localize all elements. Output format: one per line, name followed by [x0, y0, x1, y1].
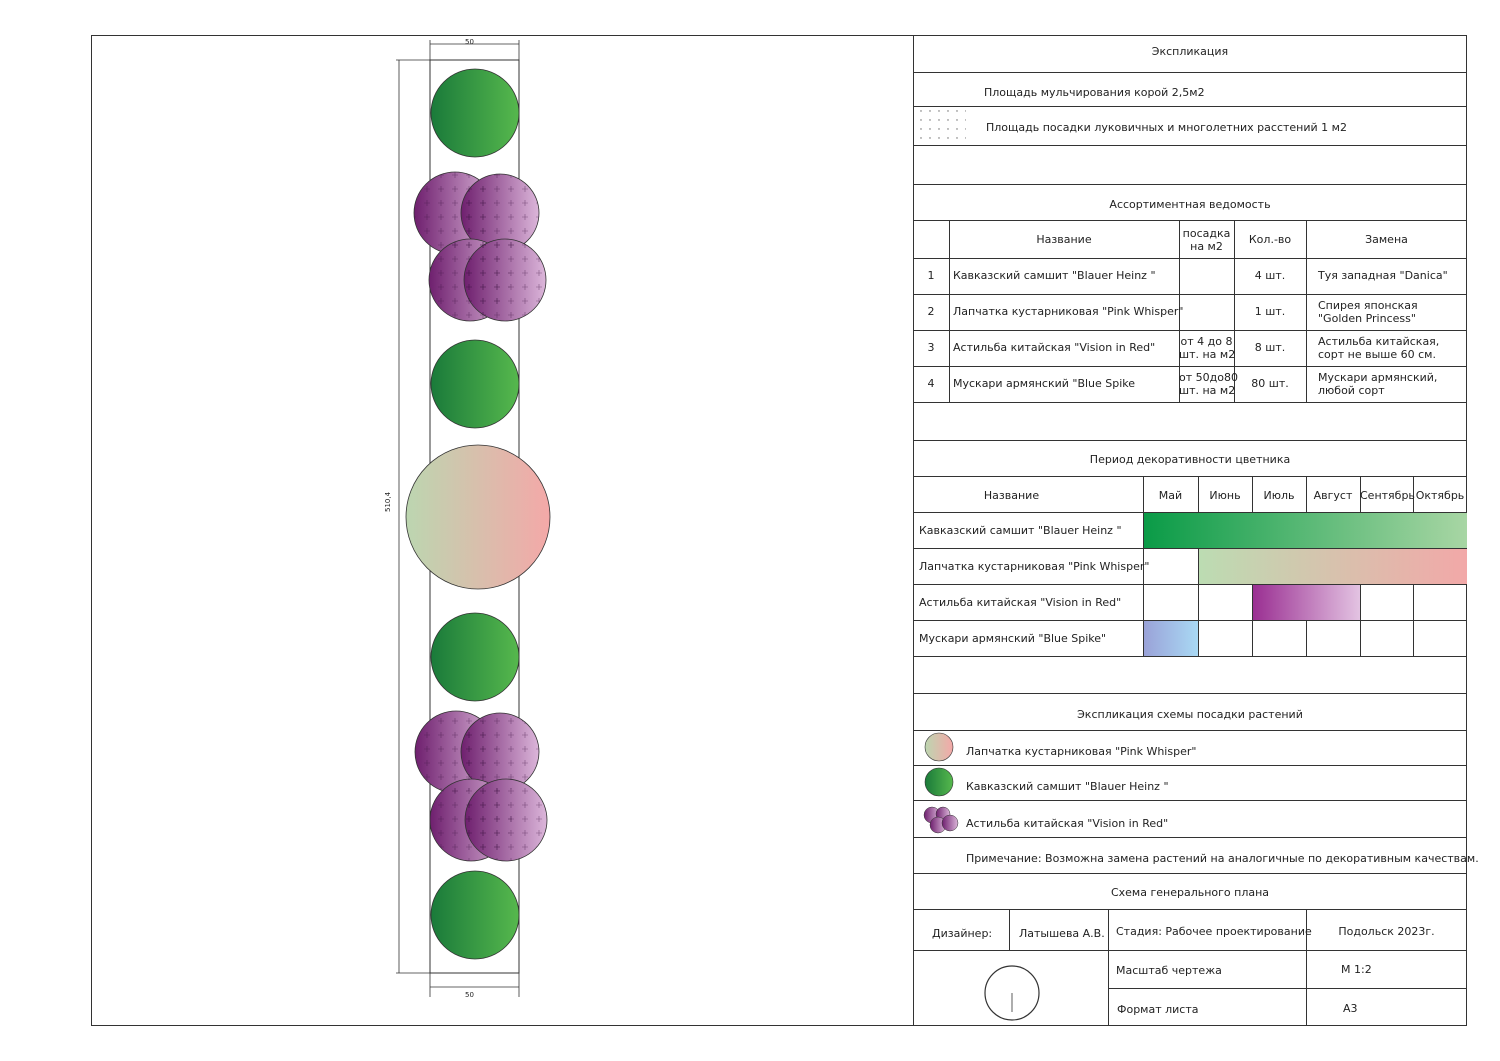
- legend-label-astilbe: Астильба китайская "Vision in Red": [966, 817, 1169, 830]
- assortment-cell-planting: от 4 до 8 шт. на м2: [1179, 335, 1236, 361]
- assortment-cell-qty: 4 шт.: [1254, 269, 1286, 282]
- assortment-cell-replacement: Спирея японская "Golden Princess": [1318, 299, 1418, 325]
- legend-label-potentilla: Лапчатка кустарниковая "Pink Whisper": [966, 745, 1197, 758]
- place-year-text: Подольск 2023г.: [1338, 925, 1435, 938]
- boxwood-plant: [430, 870, 520, 960]
- assortment-cell-name: Астильба китайская "Vision in Red": [953, 341, 1156, 354]
- period-header-name: Название: [983, 489, 1040, 502]
- legend-label-boxwood: Кавказский самшит "Blauer Heinz ": [966, 780, 1169, 793]
- assortment-cell-replacement: Туя западная "Danica": [1318, 269, 1448, 282]
- panel-divider: [913, 35, 914, 1026]
- assortment-cell-planting: от 50до80 шт. на м2: [1179, 371, 1238, 397]
- bulb-area-text: Площадь посадки луковичных и многолетних…: [986, 121, 1347, 134]
- assortment-cell-number: 4: [927, 377, 935, 390]
- decorative-period-bar: [1253, 585, 1360, 620]
- scale-label: Масштаб чертежа: [1116, 964, 1222, 977]
- boxwood-circle-icon: [924, 767, 954, 797]
- scale-value: М 1:2: [1341, 963, 1372, 976]
- boxwood-plant: [430, 68, 520, 158]
- assortment-cell-replacement: Астильба китайская, сорт не выше 60 см.: [1318, 335, 1440, 361]
- decorative-period-bar: [1199, 549, 1467, 584]
- format-label: Формат листа: [1117, 1003, 1199, 1016]
- assortment-title: Ассортиментная ведомость: [1109, 198, 1271, 211]
- assortment-cell-qty: 1 шт.: [1254, 305, 1286, 318]
- designer-label: Дизайнер:: [932, 927, 993, 940]
- period-title: Период декоративности цветника: [1089, 453, 1291, 466]
- assortment-header-planting: посадка на м2: [1182, 227, 1231, 253]
- potentilla-plant: [405, 444, 551, 590]
- period-row-name: Кавказский самшит "Blauer Heinz ": [919, 524, 1122, 537]
- decorative-period-bar: [1144, 513, 1467, 548]
- assortment-cell-name: Кавказский самшит "Blauer Heinz ": [953, 269, 1156, 282]
- month-header: Август: [1313, 489, 1353, 502]
- assortment-cell-number: 2: [927, 305, 935, 318]
- assortment-cell-replacement: Мускари армянский, любой сорт: [1318, 371, 1438, 397]
- note-text: Примечание: Возможна замена растений на …: [966, 852, 1479, 865]
- mulch-area-text: Площадь мульчирования корой 2,5м2: [984, 86, 1205, 99]
- decorative-period-bar: [1144, 621, 1198, 656]
- assortment-header-qty: Кол.-во: [1248, 233, 1292, 246]
- astilbe-cluster: [413, 171, 547, 322]
- astilbe-cluster: [414, 710, 548, 862]
- dotted-area-sample: [916, 109, 966, 143]
- assortment-cell-qty: 8 шт.: [1254, 341, 1286, 354]
- dim-side-label: 510,4: [384, 491, 392, 512]
- stamp-title: Схема генерального плана: [1110, 886, 1270, 899]
- boxwood-plant: [430, 339, 520, 429]
- month-header: Сентябрь: [1360, 489, 1415, 502]
- north-circle-icon: [984, 965, 1040, 1021]
- assortment-cell-number: 3: [927, 341, 935, 354]
- explication-title: Экспликация: [1151, 45, 1229, 58]
- stage-text: Стадия: Рабочее проектирование: [1116, 925, 1312, 938]
- dim-top-label: 50: [465, 38, 474, 46]
- assortment-header-replacement: Замена: [1365, 233, 1408, 246]
- assortment-cell-qty: 80 шт.: [1251, 377, 1289, 390]
- month-header: Май: [1158, 489, 1183, 502]
- astilbe-cluster-icon: [923, 806, 959, 834]
- month-header: Июль: [1263, 489, 1295, 502]
- dim-bottom-label: 50: [465, 991, 474, 999]
- legend-title: Экспликация схемы посадки растений: [1077, 708, 1303, 721]
- assortment-cell-number: 1: [927, 269, 935, 282]
- month-header: Октябрь: [1415, 489, 1465, 502]
- period-row-name: Мускари армянский "Blue Spike": [919, 632, 1107, 645]
- month-header: Июнь: [1209, 489, 1241, 502]
- assortment-header-name: Название: [1036, 233, 1092, 246]
- potentilla-circle-icon: [924, 732, 954, 762]
- period-row-name: Астильба китайская "Vision in Red": [919, 596, 1122, 609]
- designer-name: Латышева А.В.: [1019, 927, 1105, 940]
- assortment-cell-name: Мускари армянский "Blue Spike: [953, 377, 1136, 390]
- format-value: А3: [1343, 1002, 1358, 1015]
- assortment-cell-name: Лапчатка кустарниковая "Pink Whisper": [953, 305, 1184, 318]
- period-row-name: Лапчатка кустарниковая "Pink Whisper": [919, 560, 1150, 573]
- boxwood-plant: [430, 612, 520, 702]
